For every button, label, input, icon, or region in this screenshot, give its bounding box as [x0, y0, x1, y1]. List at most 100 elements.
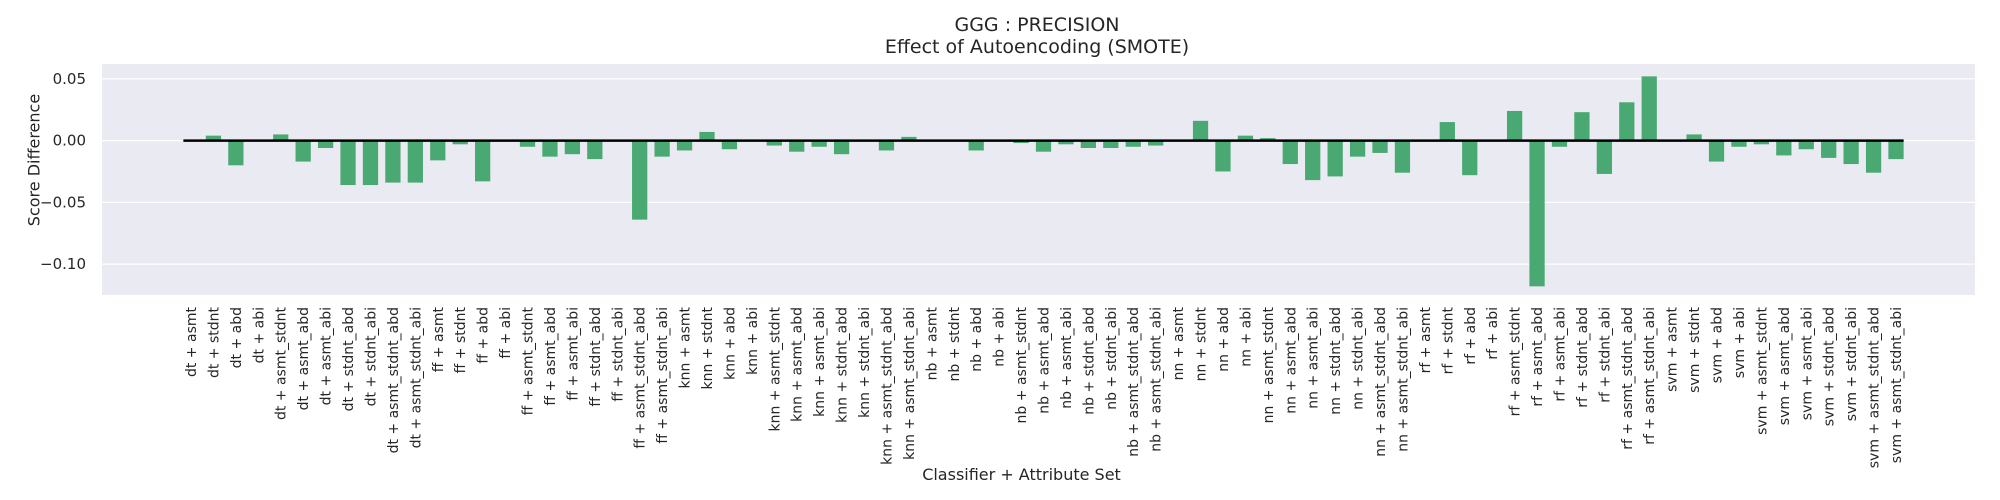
- x-tick-label: nb + asmt_stdnt_abd: [1126, 307, 1142, 457]
- x-axis-label: Classifier + Attribute Set: [922, 465, 1121, 484]
- x-tick-label: knn + asmt_abd: [790, 307, 806, 422]
- x-tick-label: rf + asmt_stdnt: [1508, 307, 1524, 417]
- bar: [676, 140, 693, 151]
- x-tick-label: rf + stdnt_abi: [1597, 307, 1613, 403]
- x-tick-label: svm + abd: [1710, 307, 1726, 383]
- x-tick-label: nb + stdnt_abd: [1081, 307, 1097, 415]
- bar: [1215, 140, 1231, 172]
- bar: [1282, 140, 1298, 165]
- y-tick-label: −0.10: [40, 255, 86, 273]
- x-tick-label: nn + stdnt_abd: [1328, 307, 1344, 415]
- bar: [1305, 140, 1321, 181]
- x-tick-label: svm + abi: [1732, 307, 1748, 378]
- bar: [1327, 140, 1343, 177]
- x-tick-label: knn + asmt_stdnt: [767, 307, 783, 432]
- x-tick-label: rf + abi: [1485, 307, 1501, 360]
- bar: [205, 135, 222, 141]
- bar: [1103, 140, 1119, 148]
- x-tick-label: nb + stdnt: [947, 307, 963, 382]
- x-tick-label: ff + abd: [476, 307, 492, 364]
- bar: [1035, 140, 1052, 152]
- x-tick-label: knn + stdnt: [700, 307, 716, 390]
- bar: [1731, 140, 1747, 147]
- bar: [452, 140, 468, 145]
- y-tick-label: 0.00: [53, 132, 86, 150]
- x-tick-label: svm + asmt: [1665, 307, 1681, 392]
- bar: [1551, 140, 1568, 147]
- bar: [1058, 140, 1074, 145]
- x-tick-label: nb + asmt_abi: [1059, 307, 1075, 409]
- bar: [1237, 135, 1254, 141]
- bar: [699, 131, 715, 141]
- bar: [564, 140, 581, 155]
- bar: [901, 136, 917, 141]
- bar: [1596, 140, 1612, 174]
- chart-subtitle: Effect of Autoencoding (SMOTE): [884, 36, 1190, 58]
- bar: [1372, 140, 1388, 153]
- bar: [1574, 112, 1590, 141]
- x-tick-label: nb + abi: [992, 307, 1008, 367]
- x-tick-label: ff + stdnt_abd: [588, 307, 604, 407]
- bar: [1125, 140, 1141, 147]
- x-tick-label: dt + abd: [229, 307, 245, 368]
- x-tick-label: knn + stdnt_abi: [857, 307, 873, 418]
- x-tick-label: knn + stdnt_abd: [835, 307, 851, 423]
- x-tick-label: nn + asmt_abd: [1283, 307, 1299, 414]
- x-tick-label: nb + asmt_stdnt: [1014, 307, 1030, 424]
- x-tick-label: rf + abd: [1463, 307, 1479, 365]
- y-axis-label: Score Difference: [24, 93, 44, 227]
- x-tick-label: ff + asmt_stdnt_abd: [633, 307, 649, 449]
- x-tick-label: dt + asmt_abd: [296, 307, 312, 410]
- x-tick-label: dt + asmt_stdnt_abd: [386, 307, 402, 453]
- bar: [1439, 122, 1455, 141]
- x-tick-label: nn + stdnt: [1194, 307, 1210, 382]
- bar: [1798, 140, 1814, 150]
- bar: [273, 134, 289, 141]
- bar: [430, 140, 446, 161]
- bar: [1529, 140, 1545, 287]
- chart-title: GGG : PRECISION: [954, 14, 1120, 36]
- x-tick-label: dt + stdnt_abd: [341, 307, 357, 411]
- x-tick-label: ff + asmt_stdnt: [521, 306, 537, 415]
- x-tick-label: knn + asmt_stdnt_abd: [879, 307, 895, 465]
- x-axis-ticks: dt + asmt dt + stdnt dt + abd dt + abi dt + …: [184, 306, 1905, 468]
- x-tick-label: knn + asmt_abi: [812, 307, 828, 417]
- bar: [1349, 140, 1366, 157]
- bar: [587, 140, 603, 160]
- x-tick-label: nn + asmt_stdnt_abd: [1373, 307, 1389, 457]
- x-tick-label: nb + abd: [969, 307, 985, 372]
- x-tick-label: knn + asmt_stdnt_abi: [902, 307, 918, 460]
- bar: [1641, 76, 1657, 141]
- bar: [878, 140, 895, 151]
- x-tick-label: dt + asmt_abi: [319, 307, 335, 405]
- x-tick-label: dt + asmt_stdnt: [274, 306, 290, 420]
- bar: [811, 140, 827, 147]
- x-tick-label: ff + asmt_stdnt_abi: [655, 307, 671, 444]
- y-tick-label: 0.05: [53, 70, 86, 88]
- bar: [1619, 102, 1635, 141]
- bar: [1776, 140, 1792, 156]
- bar: [475, 140, 491, 182]
- y-axis-ticks: 0.05 0.00 −0.05 −0.10: [40, 70, 86, 273]
- bar: [968, 140, 984, 151]
- x-tick-label: nn + asmt_stdnt_abi: [1395, 307, 1411, 452]
- bar: [340, 140, 356, 186]
- x-tick-label: knn + abd: [722, 307, 738, 380]
- x-tick-label: knn + asmt: [678, 306, 694, 388]
- bar: [317, 140, 334, 148]
- bar: [632, 140, 648, 220]
- x-tick-label: rf + asmt: [1418, 307, 1434, 374]
- bar: [362, 140, 379, 186]
- bars: [183, 76, 1904, 287]
- x-tick-label: svm + asmt_stdnt_abi: [1889, 307, 1905, 463]
- bar: [228, 140, 244, 166]
- bar: [1865, 140, 1882, 173]
- bar: [519, 140, 536, 147]
- x-tick-label: svm + stdnt_abi: [1844, 307, 1860, 421]
- x-tick-label: svm + stdnt_abd: [1822, 307, 1838, 426]
- bar: [1753, 140, 1770, 145]
- x-tick-label: ff + asmt: [431, 306, 447, 372]
- bar: [1708, 140, 1725, 162]
- x-tick-label: svm + asmt_abi: [1799, 307, 1815, 420]
- plot-area: [102, 64, 1975, 295]
